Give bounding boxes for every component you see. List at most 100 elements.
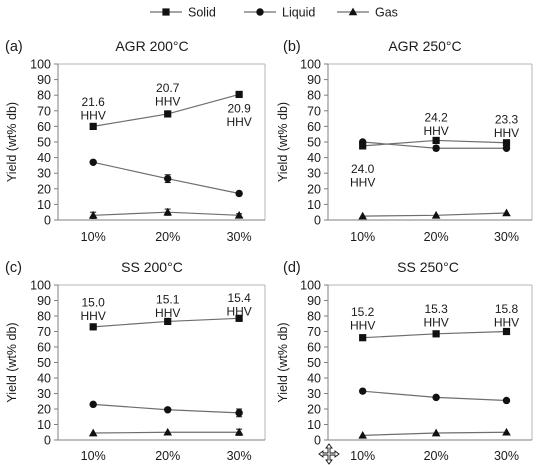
annotation-line: 21.6 <box>82 95 106 109</box>
data-point-circle <box>432 144 440 152</box>
series-liquid <box>89 158 243 198</box>
data-point-triangle <box>88 428 98 437</box>
x-tick-label: 30% <box>494 449 519 463</box>
data-point-square <box>359 334 367 342</box>
y-tick-label: 40 <box>37 151 51 165</box>
annotation-line: HHV <box>423 315 448 329</box>
series-gas <box>88 207 244 219</box>
annotation-line: 15.1 <box>156 293 180 307</box>
annotation-line: HHV <box>226 115 251 129</box>
data-point-square <box>89 323 97 331</box>
y-tick-label: 30 <box>307 167 321 181</box>
y-tick-label: 0 <box>44 214 51 228</box>
legend: Solid Liquid Gas <box>150 6 398 20</box>
y-tick-label: 20 <box>307 403 321 417</box>
x-tick-label: 10% <box>350 230 375 244</box>
y-tick-label: 50 <box>37 356 51 370</box>
annotation-line: HHV <box>350 176 375 190</box>
x-tick-label: 20% <box>155 230 180 244</box>
y-tick-label: 50 <box>307 356 321 370</box>
x-tick-label: 30% <box>494 230 519 244</box>
data-point-circle <box>502 144 511 152</box>
panel-label: (c) <box>5 260 22 276</box>
series-gas <box>358 427 511 439</box>
y-tick-label: 60 <box>307 341 321 355</box>
data-point-square <box>502 139 511 147</box>
legend-item-solid: Solid <box>150 6 216 20</box>
data-point-triangle <box>502 208 511 217</box>
y-tick-label: 70 <box>37 104 51 118</box>
legend-label: Liquid <box>282 6 315 20</box>
y-axis-label: Yield (wt% db) <box>5 102 19 182</box>
annotation-line: 24.0 <box>351 162 375 176</box>
data-point-circle <box>358 387 367 395</box>
legend-marker-circle <box>256 8 264 16</box>
data-point-triangle <box>88 210 98 219</box>
y-axis-label: Yield (wt% db) <box>276 322 290 402</box>
data-point-circle <box>89 400 97 409</box>
data-point-circle <box>432 393 440 402</box>
annotation-line: 20.9 <box>227 101 251 115</box>
legend-item-liquid: Liquid <box>244 6 315 20</box>
series-solid <box>89 90 243 130</box>
x-tick-label: 10% <box>81 449 106 463</box>
y-tick-label: 10 <box>37 198 51 212</box>
y-tick-label: 60 <box>37 341 51 355</box>
annotation-line: HHV <box>494 315 519 329</box>
legend-item-gas: Gas <box>337 6 398 20</box>
series-liquid <box>358 387 511 405</box>
series-gas <box>88 427 244 437</box>
annotation-line: 15.0 <box>82 296 106 310</box>
data-point-triangle <box>431 210 441 219</box>
data-point-circle <box>235 189 243 198</box>
data-point-triangle <box>358 211 367 220</box>
chart-title: SS 200°C <box>121 259 183 275</box>
data-point-circle <box>235 409 243 417</box>
y-tick-label: 70 <box>307 104 321 118</box>
series-solid <box>89 314 243 331</box>
y-tick-label: 80 <box>307 310 321 324</box>
data-point-triangle <box>502 427 511 436</box>
annotation-line: HHV <box>226 305 251 319</box>
y-tick-label: 30 <box>37 167 51 181</box>
y-tick-label: 60 <box>307 120 321 134</box>
data-point-triangle <box>234 210 244 219</box>
panel-label: (a) <box>5 39 23 55</box>
annotation-line: HHV <box>155 95 180 109</box>
data-point-square <box>164 317 172 326</box>
y-tick-label: 40 <box>307 372 321 386</box>
y-tick-label: 0 <box>314 434 321 448</box>
y-tick-label: 90 <box>307 294 321 308</box>
y-axis-label: Yield (wt% db) <box>5 322 19 402</box>
y-tick-label: 90 <box>37 294 51 308</box>
y-tick-label: 90 <box>37 73 51 87</box>
data-point-square <box>432 330 440 338</box>
cursor-move-icon <box>318 443 340 465</box>
data-point-triangle <box>163 207 173 216</box>
y-tick-label: 20 <box>37 182 51 196</box>
data-point-square <box>235 90 243 99</box>
x-tick-label: 20% <box>155 449 180 463</box>
annotation-line: 24.2 <box>424 111 448 125</box>
y-tick-label: 0 <box>44 434 51 448</box>
y-tick-label: 60 <box>37 120 51 134</box>
y-tick-label: 80 <box>37 310 51 324</box>
data-point-square <box>359 142 367 150</box>
annotation-line: 15.4 <box>227 291 251 305</box>
y-tick-label: 80 <box>37 89 51 103</box>
data-point-circle <box>164 174 172 183</box>
annotation-line: HHV <box>81 309 106 323</box>
annotation-line: HHV <box>155 306 180 320</box>
data-point-circle <box>358 138 367 146</box>
